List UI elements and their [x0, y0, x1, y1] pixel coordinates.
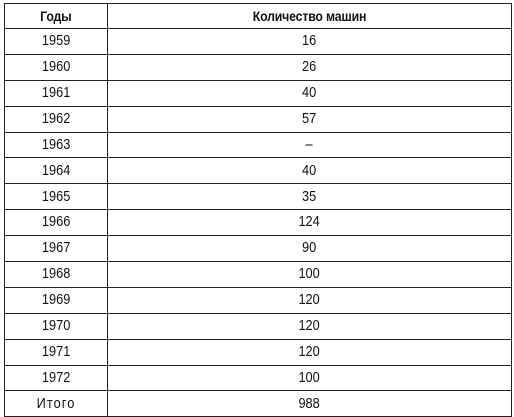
- count-value: 40: [302, 162, 317, 179]
- table-row: 1967 90: [4, 235, 512, 263]
- year-cell: 1965: [4, 183, 108, 211]
- count-cell: 124: [107, 209, 512, 237]
- count-value: 120: [298, 317, 321, 334]
- table-row: 1971 120: [4, 338, 512, 366]
- count-value: 40: [302, 84, 317, 101]
- table-row: 1959 16: [4, 28, 512, 55]
- year-cell: 1963: [4, 131, 108, 159]
- total-row: Итого 988: [4, 390, 512, 417]
- table-row: 1962 57: [4, 105, 512, 133]
- year-value: 1972: [41, 369, 71, 386]
- total-label: Итого: [36, 395, 76, 412]
- year-cell: 1966: [4, 209, 108, 237]
- year-value: 1961: [41, 84, 71, 101]
- count-cell: 100: [107, 364, 512, 392]
- table-row: 1961 40: [4, 79, 512, 107]
- year-value: 1962: [41, 110, 71, 127]
- year-cell: 1962: [4, 105, 108, 133]
- count-cell: 16: [107, 28, 512, 55]
- header-years-label: Годы: [40, 8, 72, 24]
- table-row: 1969 120: [4, 286, 512, 314]
- year-cell: 1960: [4, 53, 108, 81]
- table-row: 1968 100: [4, 261, 512, 288]
- count-cell: 40: [107, 157, 512, 185]
- table-header-row: Годы Количество машин: [4, 3, 512, 29]
- count-value: –: [305, 136, 314, 153]
- count-cell: 57: [107, 105, 512, 133]
- year-value: 1960: [41, 59, 71, 76]
- count-cell: 100: [107, 261, 512, 288]
- header-years: Годы: [4, 3, 108, 29]
- total-value: 988: [298, 395, 321, 412]
- table-row: 1965 35: [4, 183, 512, 211]
- table-row: 1970 120: [4, 312, 512, 340]
- cars-by-year-table: Годы Количество машин 1959 16 1960 26 19…: [4, 3, 512, 417]
- count-cell: 120: [107, 286, 512, 314]
- count-cell: 40: [107, 79, 512, 107]
- count-value: 120: [298, 292, 321, 309]
- total-label-cell: Итого: [4, 390, 108, 417]
- table-row: 1964 40: [4, 157, 512, 185]
- year-cell: 1964: [4, 157, 108, 185]
- table-row: 1972 100: [4, 364, 512, 392]
- count-value: 35: [302, 188, 317, 205]
- year-value: 1965: [41, 188, 71, 205]
- data-table-container: Годы Количество машин 1959 16 1960 26 19…: [4, 3, 512, 417]
- year-value: 1963: [41, 136, 71, 153]
- year-cell: 1972: [4, 364, 108, 392]
- year-value: 1968: [41, 266, 71, 283]
- year-value: 1959: [41, 33, 71, 50]
- count-cell: 120: [107, 338, 512, 366]
- table-row: 1963 –: [4, 131, 512, 159]
- count-cell: 35: [107, 183, 512, 211]
- year-cell: 1961: [4, 79, 108, 107]
- count-cell: 120: [107, 312, 512, 340]
- table-row: 1966 124: [4, 209, 512, 237]
- year-cell: 1967: [4, 235, 108, 263]
- header-car-count: Количество машин: [107, 3, 512, 29]
- count-value: 57: [302, 110, 317, 127]
- year-value: 1969: [41, 292, 71, 309]
- year-cell: 1959: [4, 28, 108, 55]
- count-value: 120: [298, 343, 321, 360]
- year-value: 1966: [41, 214, 71, 231]
- table-row: 1960 26: [4, 53, 512, 81]
- count-cell: –: [107, 131, 512, 159]
- count-value: 90: [302, 240, 317, 257]
- count-value: 100: [298, 266, 321, 283]
- year-value: 1970: [41, 317, 71, 334]
- year-cell: 1971: [4, 338, 108, 366]
- count-value: 16: [302, 33, 317, 50]
- count-value: 26: [302, 59, 317, 76]
- year-cell: 1969: [4, 286, 108, 314]
- count-value: 124: [298, 214, 321, 231]
- count-cell: 90: [107, 235, 512, 263]
- header-car-count-label: Количество машин: [252, 8, 367, 24]
- year-cell: 1968: [4, 261, 108, 288]
- year-value: 1967: [41, 240, 71, 257]
- year-value: 1971: [41, 343, 71, 360]
- year-cell: 1970: [4, 312, 108, 340]
- count-cell: 26: [107, 53, 512, 81]
- year-value: 1964: [41, 162, 71, 179]
- count-value: 100: [298, 369, 321, 386]
- total-value-cell: 988: [107, 390, 512, 417]
